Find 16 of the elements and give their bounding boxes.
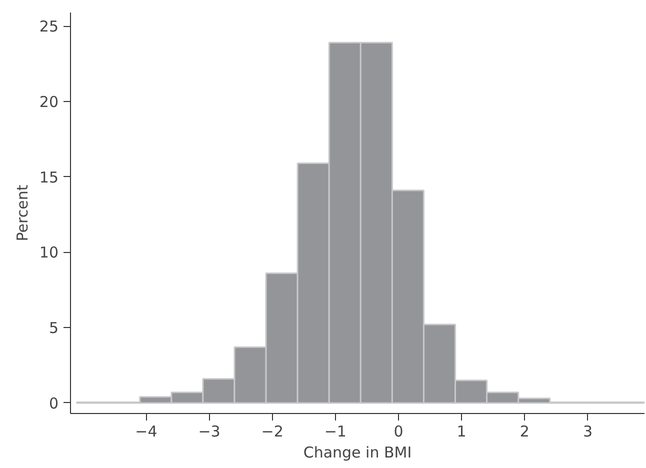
- x-tick-label: −3: [198, 422, 220, 440]
- y-tick-label: 25: [39, 18, 59, 36]
- x-tick-label: 1: [456, 422, 466, 440]
- x-tick-label: 3: [582, 422, 593, 440]
- x-tick-label: 0: [394, 422, 404, 440]
- y-axis-title: Percent: [13, 184, 32, 242]
- x-tick-label: −1: [324, 422, 346, 440]
- x-tick-label: −4: [135, 422, 158, 440]
- x-tick-label: −2: [261, 422, 284, 440]
- y-tick-label: 0: [48, 394, 59, 412]
- x-tick-label: 2: [520, 422, 530, 440]
- y-tick-label: 5: [48, 319, 59, 338]
- y-tick-label: 10: [39, 244, 59, 262]
- x-axis-title: Change in BMI: [303, 444, 412, 462]
- y-tick-label: 20: [39, 92, 59, 111]
- y-tick-label: 15: [39, 168, 59, 186]
